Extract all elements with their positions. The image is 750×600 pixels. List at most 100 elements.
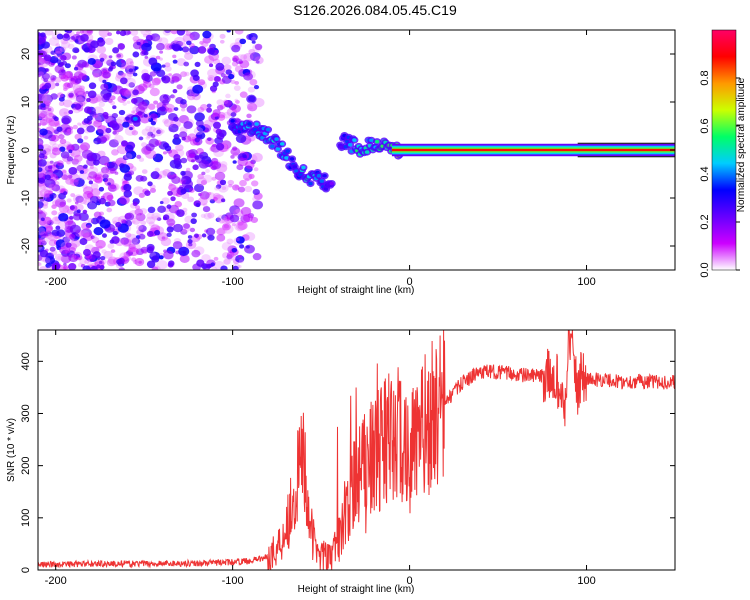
spectrogram-noise-mark (66, 160, 72, 165)
spectrogram-noise-mark (68, 109, 74, 115)
spectrogram-noise-mark (156, 129, 162, 134)
spectrogram-noise-mark (110, 61, 117, 67)
spectrogram-noise-mark (158, 170, 168, 178)
spectrogram-noise-mark (68, 92, 74, 98)
spectrogram-noise-mark (245, 245, 250, 249)
spectrogram-noise-mark (254, 43, 263, 51)
spectrogram-noise-mark (239, 60, 250, 69)
spectrogram-noise-mark (93, 226, 104, 236)
spectrogram-noise-mark (166, 204, 172, 209)
spectrogram-noise-mark (63, 33, 70, 39)
spectrogram-noise-mark (66, 129, 71, 133)
spectrogram-signal-mark (347, 143, 353, 147)
spectrogram-noise-mark (63, 235, 74, 245)
spectrogram-noise-mark (80, 33, 89, 42)
spectrogram-noise-mark (95, 95, 103, 102)
spectrogram-noise-mark (159, 129, 165, 134)
spectrogram-noise-mark (136, 41, 141, 46)
spectrogram-noise-mark (63, 191, 68, 195)
spectrogram-noise-mark (130, 30, 139, 36)
spectrogram-noise-mark (51, 210, 58, 216)
spectrogram-noise-mark (248, 48, 256, 55)
spectrogram-noise-mark (157, 205, 167, 213)
spectrogram-noise-mark (222, 99, 229, 105)
spectrogram-noise-mark (168, 260, 175, 267)
spectrogram-noise-mark (66, 156, 74, 162)
spectrogram-noise-mark (210, 262, 215, 267)
spectrogram-noise-mark (202, 206, 211, 213)
spectrogram-noise-mark (202, 203, 208, 208)
spectrogram-noise-mark (162, 214, 170, 221)
spectrogram-noise-mark (200, 179, 208, 186)
spectrogram-y-tick-label: 0 (20, 147, 32, 153)
spectrogram-noise-mark (194, 183, 205, 193)
spectrogram-noise-mark (187, 93, 196, 101)
spectrogram-noise-mark (250, 159, 256, 165)
spectrogram-noise-mark (206, 107, 213, 113)
spectrogram-noise-mark (112, 130, 117, 135)
spectrogram-noise-mark (79, 258, 87, 265)
spectrogram-noise-mark (38, 74, 41, 78)
spectrogram-noise-mark (172, 241, 183, 250)
spectrogram-noise-mark (154, 215, 160, 220)
spectrogram-noise-mark (176, 84, 183, 90)
spectrogram-noise-mark (84, 233, 89, 237)
spectrogram-noise-mark (89, 195, 99, 204)
spectrogram-noise-mark (88, 171, 98, 179)
spectrogram-noise-mark (173, 116, 179, 122)
spectrogram-noise-mark (79, 230, 90, 239)
spectrogram-noise-mark (164, 30, 172, 34)
spectrogram-noise-mark (106, 258, 116, 267)
spectrogram-noise-mark (116, 30, 121, 35)
spectrogram-noise-mark (140, 220, 147, 226)
spectrogram-noise-mark (162, 151, 167, 155)
spectrogram-noise-mark (194, 112, 205, 122)
spectrogram-noise-mark (45, 109, 53, 116)
spectrogram-noise-mark (59, 46, 67, 53)
spectrogram-noise-mark (49, 139, 57, 146)
spectrogram-noise-mark (186, 153, 197, 163)
spectrogram-y-ticks: -20 -10 0 10 20 (20, 48, 675, 254)
spectrogram-noise-mark (43, 193, 50, 199)
spectrogram-noise-mark (102, 79, 107, 84)
spectrogram-noise-mark (73, 66, 79, 71)
spectrogram-noise-mark (253, 167, 259, 172)
spectrogram-noise-mark (240, 206, 252, 216)
spectrogram-noise-mark (87, 90, 97, 99)
spectrogram-noise-mark (72, 124, 78, 130)
spectrogram-signal-mark (289, 157, 295, 161)
spectrogram-noise-mark (107, 256, 118, 265)
spectrogram-noise-mark (207, 74, 215, 82)
spectrogram-noise-mark (207, 68, 218, 78)
spectrogram-noise-mark (221, 56, 232, 65)
spectrogram-noise-mark (238, 259, 244, 264)
spectrogram-noise-mark (186, 167, 191, 172)
spectrogram-noise-mark (231, 104, 241, 113)
spectrogram-noise-mark (243, 72, 254, 81)
spectrogram-noise-mark (103, 250, 113, 259)
spectrogram-noise-mark (75, 195, 84, 203)
spectrogram-noise-mark (200, 213, 206, 219)
spectrogram-noise-mark (164, 62, 171, 68)
spectrogram-noise-mark (106, 207, 113, 213)
spectrogram-noise-mark (242, 173, 253, 181)
spectrogram-noise-mark (121, 62, 130, 69)
spectrogram-noise-mark (87, 218, 94, 223)
spectrogram-noise-mark (66, 198, 72, 203)
spectrogram-noise-mark (188, 242, 193, 247)
spectrogram-noise-mark (132, 35, 140, 42)
spectrogram-noise-mark (102, 71, 111, 79)
spectrogram-noise-mark (130, 98, 138, 104)
spectrogram-noise-mark (217, 114, 226, 121)
spectrogram-noise-mark (59, 61, 65, 66)
spectrogram-noise-mark (114, 135, 124, 143)
spectrogram-noise-mark (235, 236, 245, 244)
spectrogram-noise-mark (147, 181, 153, 187)
spectrogram-noise-mark (173, 133, 180, 140)
spectrogram-noise-mark (145, 149, 157, 159)
spectrogram-noise-mark (132, 106, 138, 112)
spectrogram-noise-mark (53, 51, 63, 59)
spectrogram-carrier-band (391, 148, 675, 152)
spectrogram-noise-mark (213, 256, 219, 261)
spectrogram-noise-mark (43, 100, 51, 107)
